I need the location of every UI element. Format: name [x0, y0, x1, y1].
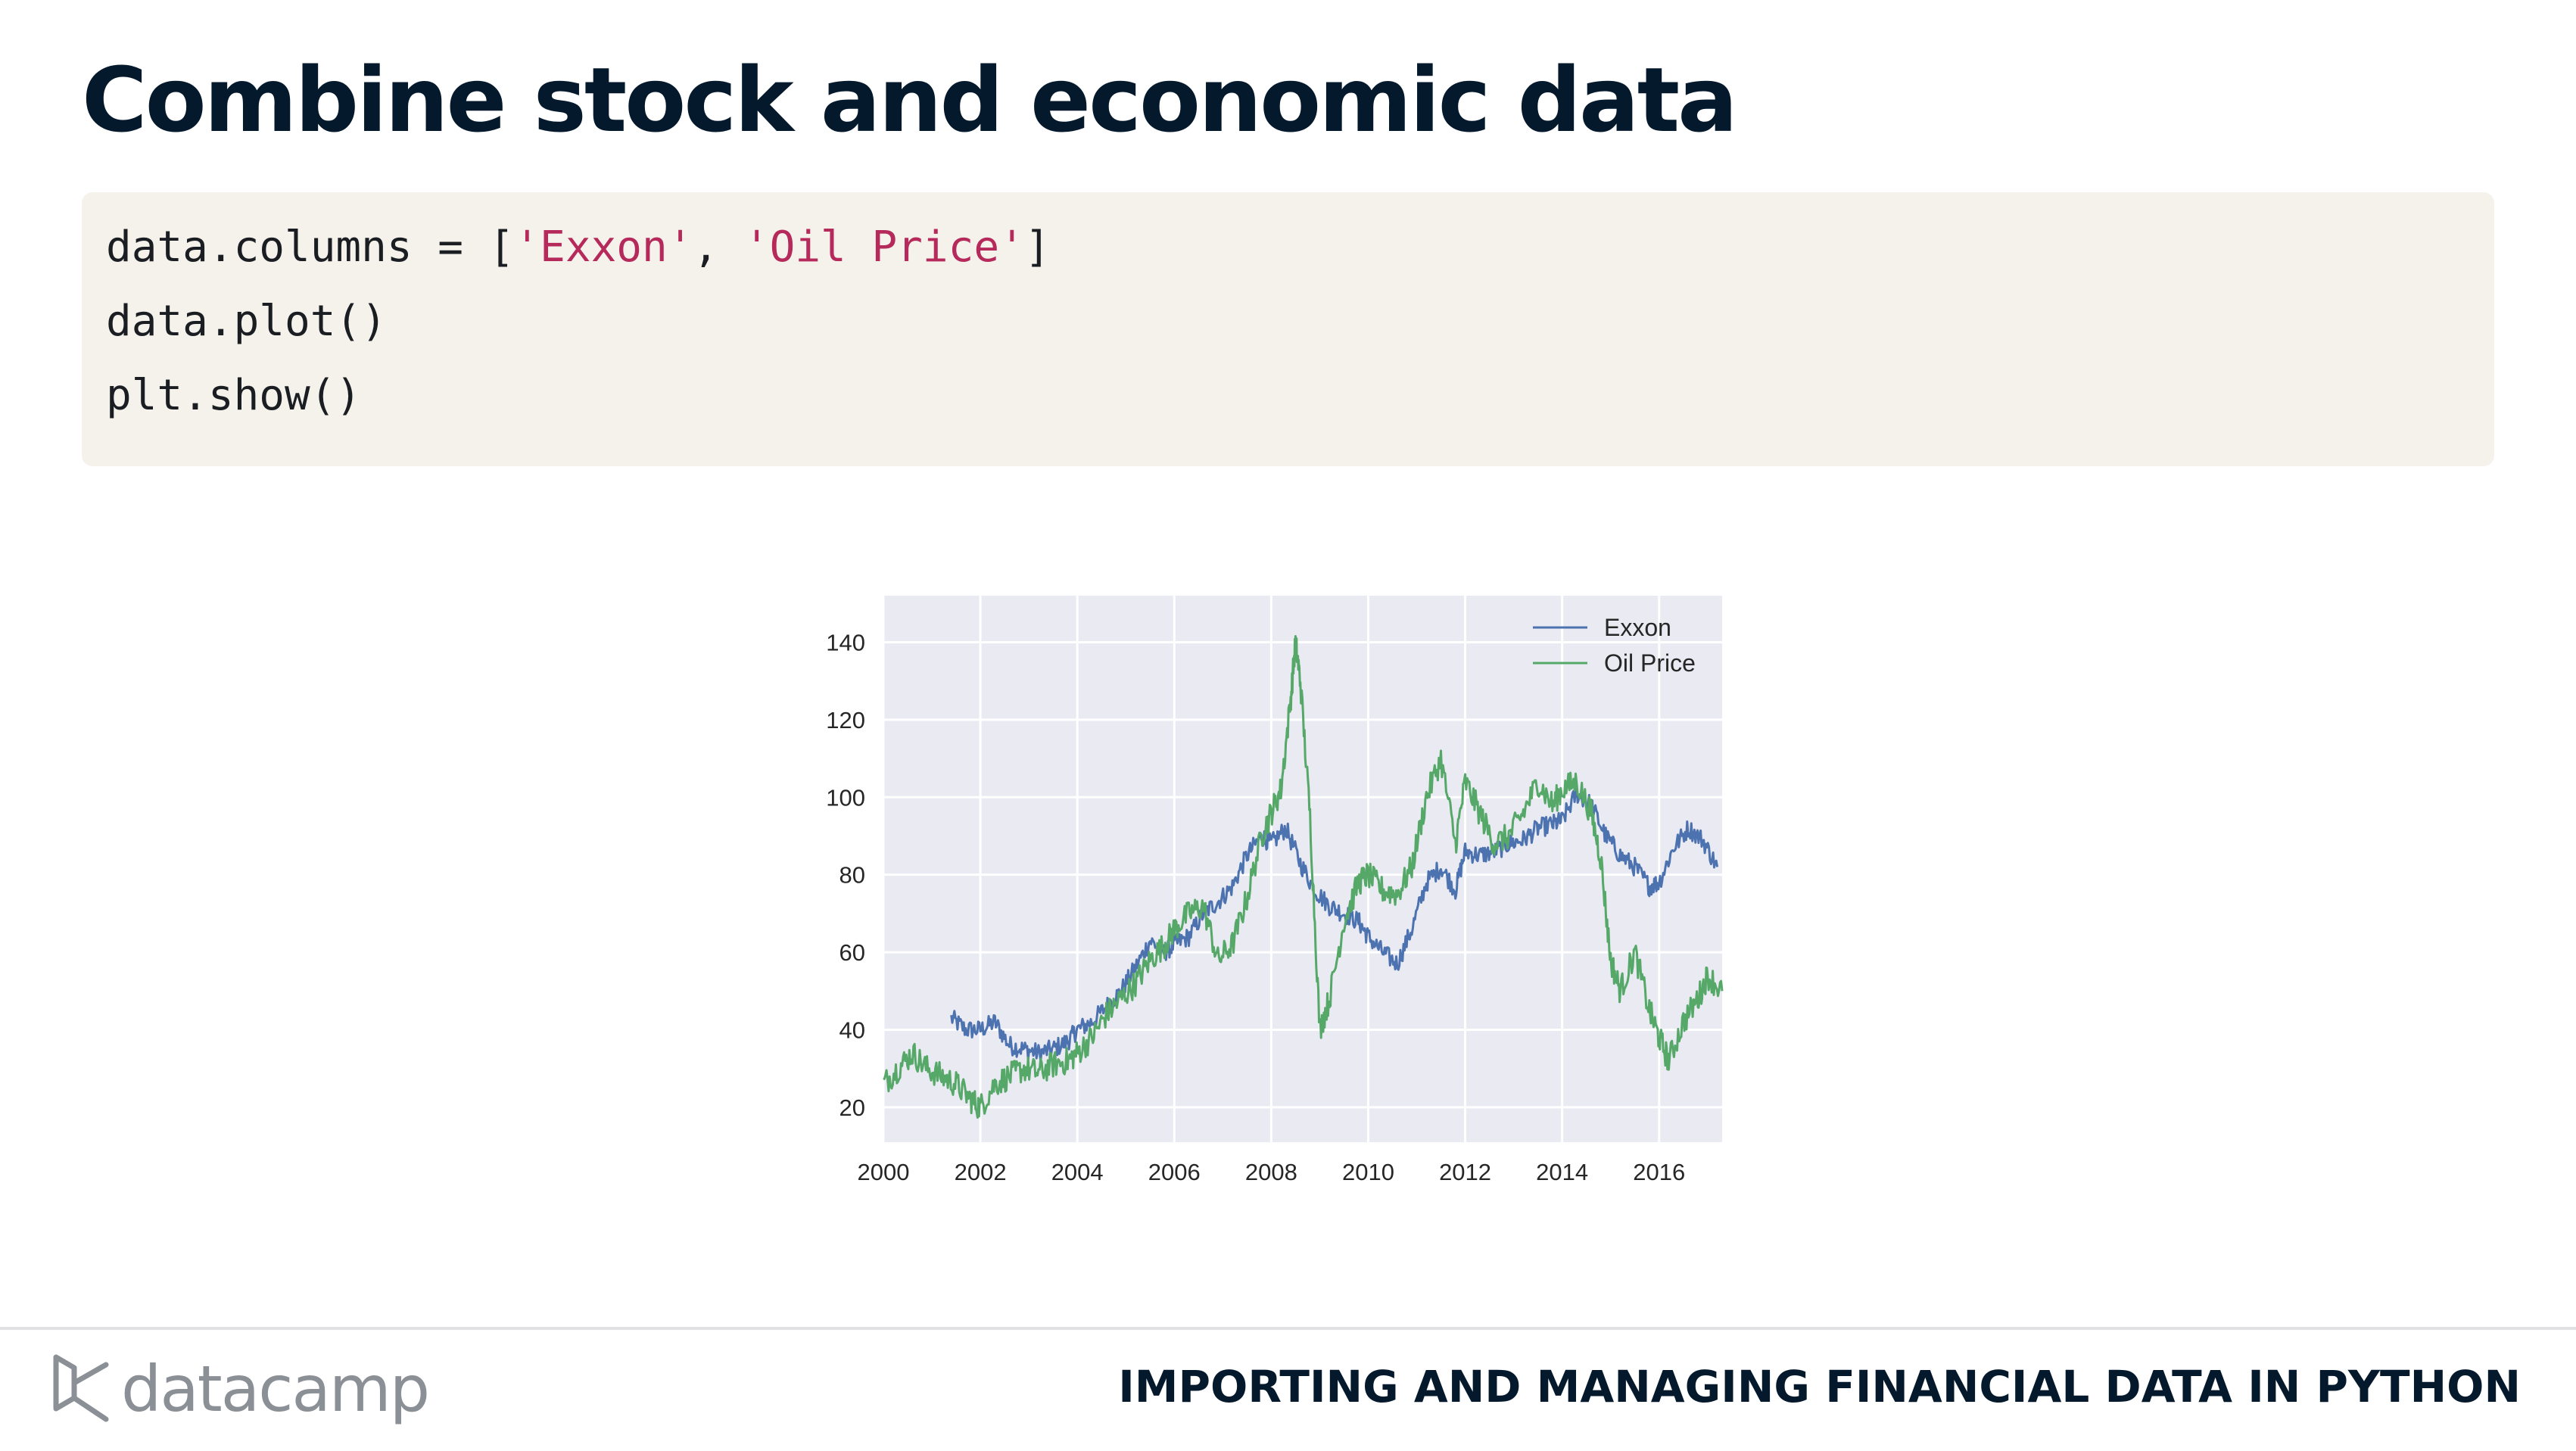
y-tick-label: 60	[839, 939, 865, 966]
y-tick-label: 140	[826, 629, 865, 655]
y-tick-label: 100	[826, 784, 865, 811]
code-text: ]	[1024, 223, 1051, 272]
x-tick-label: 2014	[1536, 1159, 1588, 1185]
legend-label: Exxon	[1604, 614, 1671, 641]
chart-svg: 2000 2002 2004 2006 2008 2010 2012 2014 2016 20 40…	[826, 596, 1724, 1185]
code-string: 'Exxon'	[514, 223, 693, 272]
x-tick-label: 2010	[1342, 1159, 1394, 1185]
series-line-oil-price	[883, 635, 1724, 1119]
x-tick-label: 2016	[1633, 1159, 1685, 1185]
footer-divider	[0, 1327, 2576, 1330]
code-line-3: plt.show()	[106, 371, 362, 420]
y-tick-label: 120	[826, 707, 865, 733]
code-string: 'Oil Price'	[743, 223, 1025, 272]
x-tick-label: 2004	[1051, 1159, 1104, 1185]
datacamp-logo: datacamp	[51, 1347, 430, 1431]
x-tick-label: 2008	[1245, 1159, 1297, 1185]
y-tick-label: 40	[839, 1017, 865, 1044]
y-tick-label: 20	[839, 1094, 865, 1121]
x-tick-label: 2000	[858, 1159, 910, 1185]
x-tick-label: 2012	[1439, 1159, 1491, 1185]
legend-label: Oil Price	[1604, 649, 1696, 677]
logo-wordmark: datacamp	[121, 1352, 430, 1426]
course-title: IMPORTING AND MANAGING FINANCIAL DATA IN…	[1118, 1361, 2521, 1412]
line-chart: 2000 2002 2004 2006 2008 2010 2012 2014 2016 20 40…	[802, 575, 1741, 1203]
code-text: ,	[693, 223, 744, 272]
code-block: data.columns = ['Exxon', 'Oil Price'] da…	[82, 192, 2494, 466]
x-tick-label: 2002	[955, 1159, 1007, 1185]
code-line-2: data.plot()	[106, 297, 387, 346]
code-text: data.columns = [	[106, 223, 515, 272]
x-tick-label: 2006	[1148, 1159, 1201, 1185]
y-tick-label: 80	[839, 862, 865, 889]
slide-title: Combine stock and economic data	[82, 48, 1738, 152]
code-line-1: data.columns = ['Exxon', 'Oil Price']	[106, 223, 1050, 272]
datacamp-logo-icon	[53, 1354, 109, 1422]
